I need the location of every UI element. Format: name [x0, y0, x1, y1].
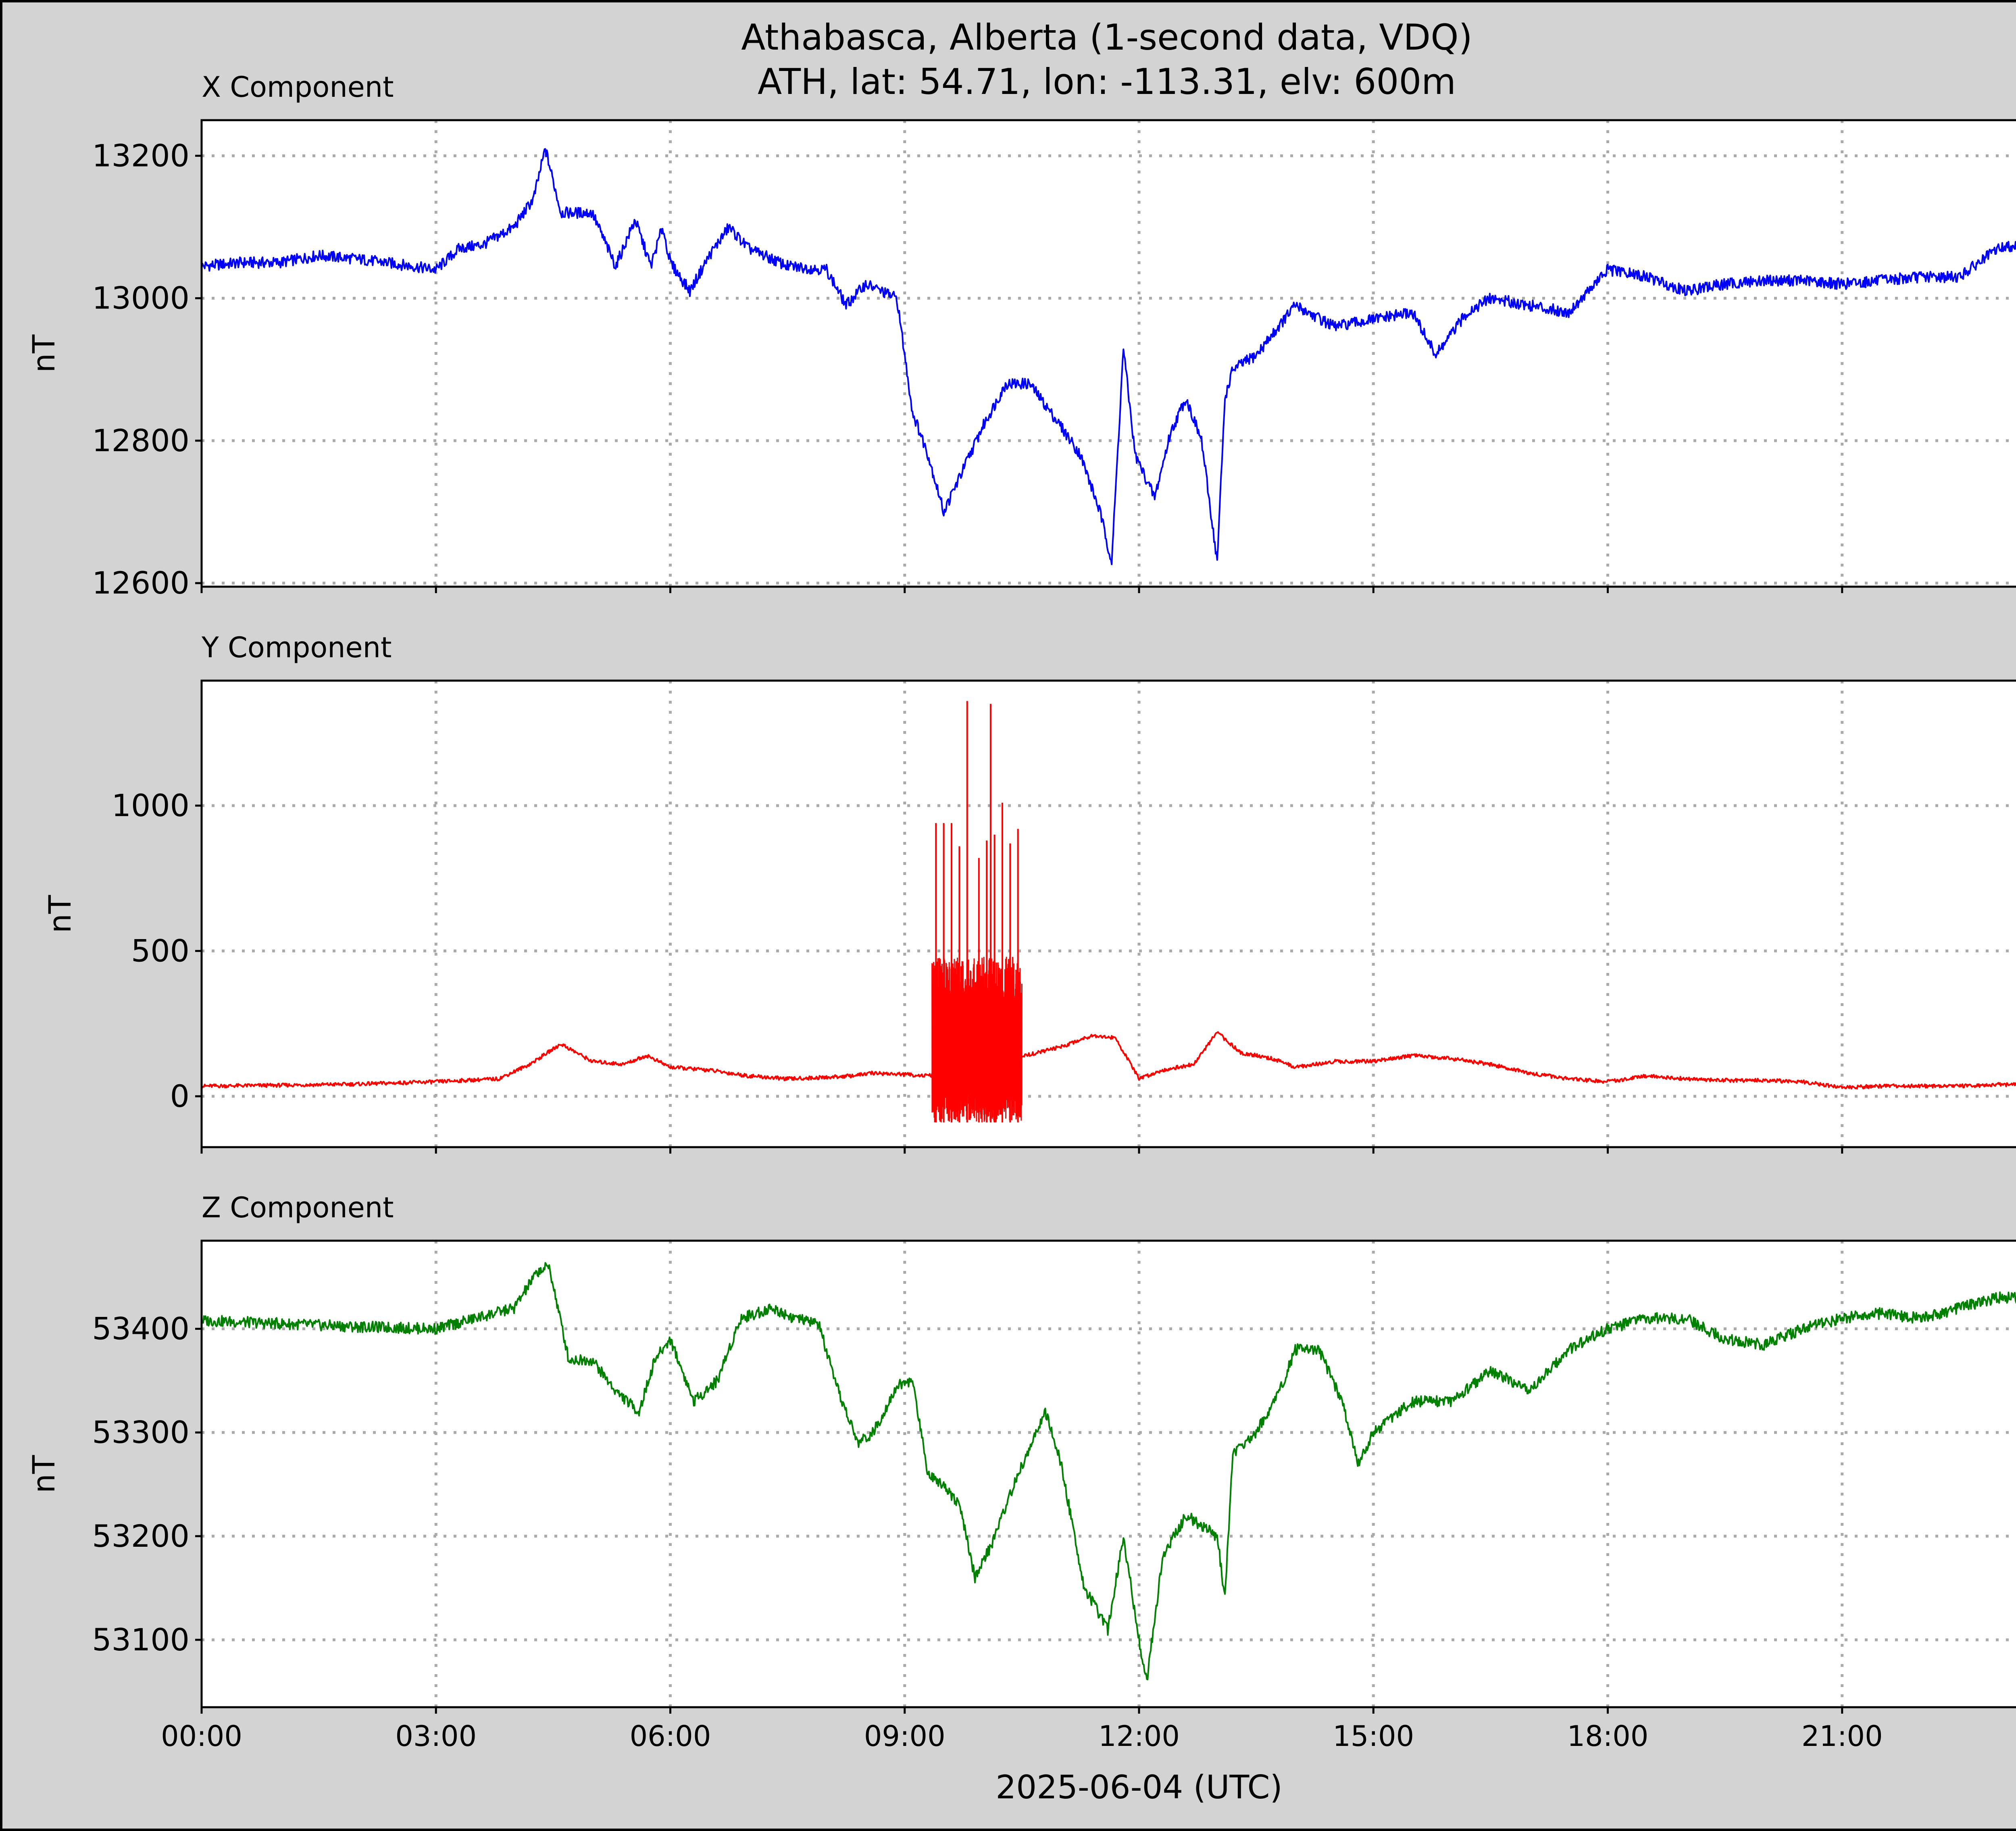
z-y-tick-label: 53300 [92, 1414, 190, 1450]
y-component-title: Y Component [201, 631, 392, 664]
z-series [201, 1262, 2016, 1681]
y-y-tick-label: 500 [131, 933, 190, 969]
x-plot-frame [200, 119, 2016, 588]
y-spike-burst [931, 956, 1023, 1123]
y-x-ticks [200, 1147, 1843, 1154]
x-series [201, 148, 2016, 565]
x-tick-label: 06:00 [630, 1720, 711, 1753]
y-plot-frame [200, 679, 2016, 1148]
z-gridlines [202, 1241, 2016, 1707]
z-ylabel: nT [26, 1455, 62, 1493]
x-axis-label: 2025-06-04 (UTC) [996, 1769, 1282, 1806]
x-tick-label: 03:00 [395, 1720, 477, 1753]
x-tick-label: 09:00 [864, 1720, 946, 1753]
z-plot-area [202, 1241, 2016, 1707]
z-y-tick-label: 53200 [92, 1518, 190, 1554]
x-tick-label: 00:00 [161, 1720, 242, 1753]
x-tick-label: 15:00 [1333, 1720, 1414, 1753]
x-y-tick-label: 12800 [92, 423, 190, 458]
x-ylabel: nT [26, 334, 62, 373]
x-y-ticks: 12600 12800 13000 13200 [92, 137, 202, 601]
x-y-tick-label: 12600 [92, 565, 190, 601]
z-y-tick-label: 53100 [92, 1622, 190, 1658]
figure-title-line2: ATH, lat: 54.71, lon: -113.31, elv: 600m [758, 61, 1456, 102]
x-component-title: X Component [202, 71, 394, 104]
z-series-line [201, 1262, 2016, 1681]
y-y-ticks: 0 500 1000 [112, 787, 202, 1114]
z-plot-frame [200, 1239, 2016, 1708]
x-tick-label: 12:00 [1098, 1720, 1180, 1753]
y-y-tick-label: 1000 [112, 787, 190, 823]
x-tick-label: 21:00 [1801, 1720, 1883, 1753]
z-y-ticks: 53100 53200 53300 53400 [92, 1311, 202, 1658]
y-series-line [201, 1031, 2016, 1090]
y-component-panel: Y Component nT 0 500 1000 [42, 631, 2016, 1154]
x-y-tick-label: 13200 [92, 137, 190, 173]
x-plot-area [202, 120, 2016, 587]
y-y-tick-label: 0 [170, 1078, 190, 1114]
y-series [201, 701, 2016, 1123]
figure-title-line1: Athabasca, Alberta (1-second data, VDQ) [741, 17, 1472, 58]
z-component-panel: Z Component nT 53100 53200 53300 53400 00:0… [26, 1191, 2016, 1753]
x-gridlines [202, 120, 2016, 587]
z-y-tick-label: 53400 [92, 1311, 190, 1347]
z-component-title: Z Component [202, 1191, 394, 1224]
x-series-line [201, 148, 2016, 565]
z-x-ticks: 00:00 03:00 06:00 09:00 12:00 15:00 18:00 21:00 [161, 1707, 1883, 1753]
y-gridlines [202, 681, 2016, 1147]
x-tick-label: 18:00 [1567, 1720, 1649, 1753]
x-x-ticks [200, 587, 1843, 593]
x-component-panel: X Component nT 12600 12800 13000 13200 [26, 71, 2016, 601]
x-y-tick-label: 13000 [92, 280, 190, 316]
y-plot-area [202, 681, 2016, 1147]
y-ylabel: nT [42, 895, 78, 933]
